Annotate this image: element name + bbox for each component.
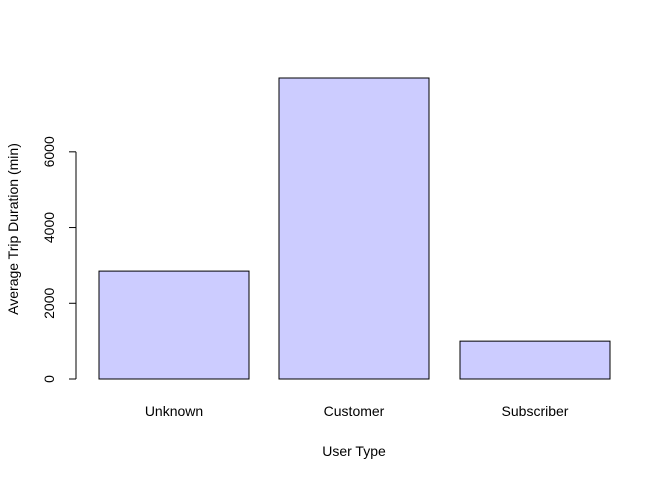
y-tick-label-6000: 6000 — [41, 136, 57, 167]
x-axis-title: User Type — [322, 443, 386, 459]
bar-unknown — [98, 270, 250, 380]
category-label-unknown: Unknown — [145, 403, 203, 419]
bar-customer — [278, 77, 430, 380]
bar-subscriber — [459, 340, 611, 380]
category-label-subscriber: Subscriber — [502, 403, 569, 419]
y-tick-label-0: 0 — [41, 375, 57, 383]
category-labels: Unknown Customer Subscriber — [145, 403, 569, 419]
y-tick-label-4000: 4000 — [41, 212, 57, 243]
bars-group — [98, 77, 611, 380]
y-tick-label-2000: 2000 — [41, 287, 57, 318]
y-axis-title: Average Trip Duration (min) — [5, 143, 21, 315]
y-axis: 0 2000 4000 6000 — [41, 136, 77, 383]
category-label-customer: Customer — [324, 403, 385, 419]
